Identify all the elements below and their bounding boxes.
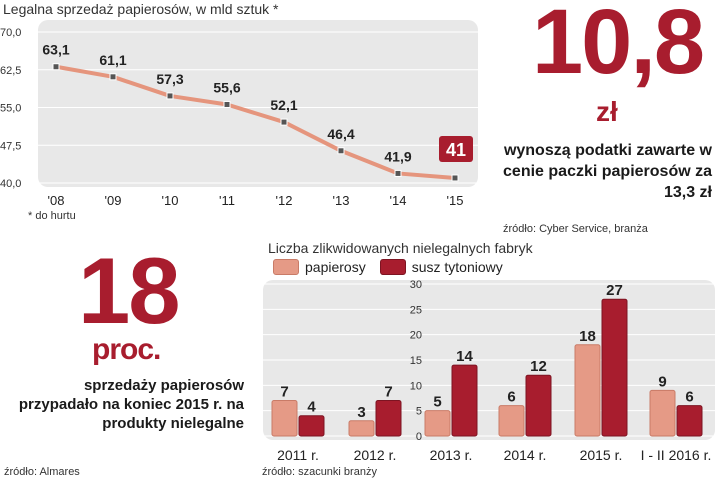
data-label: 52,1 bbox=[270, 97, 297, 113]
data-label: 41 bbox=[446, 140, 466, 160]
y-tick-label: 10 bbox=[410, 380, 422, 392]
bar-susz bbox=[298, 415, 325, 437]
bar-papierosy bbox=[424, 410, 451, 437]
bar-chart-title: Liczba zlikwidowanych nielegalnych fabry… bbox=[268, 240, 533, 256]
highlight-label-box bbox=[439, 135, 473, 162]
y-tick-label: 0 bbox=[416, 431, 422, 443]
line-chart-title: Legalna sprzedaż papierosów, w mld sztuk… bbox=[3, 1, 279, 17]
bar-value-label: 18 bbox=[579, 328, 596, 345]
x-tick-label: '13 bbox=[333, 193, 350, 208]
line-chart-note: * do hurtu bbox=[28, 210, 76, 222]
data-point bbox=[109, 73, 117, 81]
x-tick-label: '12 bbox=[276, 193, 293, 208]
tax-description: wynoszą podatki zawarte w cenie paczki p… bbox=[503, 142, 712, 201]
bar-susz bbox=[601, 298, 628, 437]
data-point bbox=[223, 100, 231, 108]
tax-source: źródło: Cyber Service, branża bbox=[503, 223, 648, 235]
bar-susz bbox=[375, 400, 402, 437]
data-point bbox=[337, 147, 345, 155]
x-tick-label: '09 bbox=[105, 193, 122, 208]
bar-chart-source: źródło: szacunki branży bbox=[262, 466, 377, 478]
y-tick-label: 30 bbox=[410, 279, 422, 291]
illegal-share-description: sprzedaży papierosów przypadało na konie… bbox=[18, 377, 244, 432]
bar-value-label: 5 bbox=[433, 394, 441, 411]
bar-value-label: 14 bbox=[456, 348, 473, 365]
y-tick-label: 40,0 bbox=[0, 178, 21, 190]
x-tick-label: '15 bbox=[447, 193, 464, 208]
x-tick-label: 2014 r. bbox=[504, 447, 547, 463]
bar-value-label: 4 bbox=[307, 399, 316, 416]
bar-value-label: 3 bbox=[357, 404, 365, 421]
data-label: 41,9 bbox=[384, 148, 411, 164]
bar-value-label: 27 bbox=[606, 282, 623, 299]
y-tick-label: 20 bbox=[410, 330, 422, 342]
bar-susz bbox=[451, 364, 478, 437]
data-label: 61,1 bbox=[99, 52, 126, 68]
y-tick-label: 15 bbox=[410, 355, 422, 367]
data-point bbox=[280, 118, 288, 126]
bar-chart-legend: papierosy susz tytoniowy bbox=[273, 259, 503, 275]
bar-papierosy bbox=[348, 420, 375, 437]
y-tick-label: 5 bbox=[416, 406, 422, 418]
bar-value-label: 12 bbox=[530, 358, 547, 375]
x-tick-label: '11 bbox=[219, 193, 235, 208]
legend-swatch-susz bbox=[379, 259, 406, 275]
y-tick-label: 47,5 bbox=[0, 140, 21, 152]
y-tick-label: 55,0 bbox=[0, 103, 21, 115]
data-label: 46,4 bbox=[327, 126, 354, 142]
bar-chart: 0 5 10 15 20 25 30 7 4 2011 r. 3 7 2012 r. 5 14 2013 r.… bbox=[263, 279, 715, 463]
bar-value-label: 7 bbox=[384, 384, 392, 401]
x-tick-label: 2015 r. bbox=[580, 447, 623, 463]
x-tick-label: 2013 r. bbox=[430, 447, 473, 463]
data-point bbox=[394, 169, 402, 177]
bar-susz bbox=[525, 374, 552, 437]
data-label: 55,6 bbox=[213, 79, 240, 95]
bar-papierosy bbox=[574, 344, 601, 437]
x-tick-label: '10 bbox=[162, 193, 179, 208]
legend-swatch-papierosy bbox=[273, 259, 299, 275]
legend-label-papierosy: papierosy bbox=[305, 259, 366, 275]
x-tick-label: 2011 r. bbox=[277, 447, 319, 463]
bar-value-label: 6 bbox=[685, 389, 693, 406]
bar-value-label: 9 bbox=[658, 373, 666, 390]
tax-unit: zł bbox=[596, 96, 618, 127]
x-tick-label: I - II 2016 r. bbox=[641, 447, 712, 463]
data-point bbox=[52, 63, 60, 71]
line-chart-panel bbox=[38, 20, 478, 187]
bar-papierosy bbox=[271, 400, 298, 437]
x-tick-label: '08 bbox=[48, 193, 65, 208]
tax-value: 10,8 bbox=[532, 0, 705, 93]
data-label: 57,3 bbox=[156, 71, 183, 87]
illegal-share-source: źródło: Almares bbox=[4, 466, 80, 478]
y-tick-label: 25 bbox=[410, 304, 422, 316]
bar-susz bbox=[676, 405, 703, 437]
data-point bbox=[451, 174, 459, 182]
x-tick-label: '14 bbox=[390, 193, 407, 208]
bar-papierosy bbox=[649, 389, 676, 437]
y-tick-label: 62,5 bbox=[0, 65, 21, 77]
bar-papierosy bbox=[498, 405, 525, 437]
bar-value-label: 6 bbox=[507, 389, 515, 406]
illegal-share-unit: proc. bbox=[92, 333, 161, 366]
data-label: 63,1 bbox=[42, 42, 69, 58]
bar-value-label: 7 bbox=[280, 384, 288, 401]
data-point bbox=[166, 92, 174, 100]
line-chart: 40,0 47,5 55,0 62,5 70,0 '08 '09 '10 '11 '12 '13 '1… bbox=[0, 20, 478, 208]
x-tick-label: 2012 r. bbox=[354, 447, 397, 463]
series-line bbox=[55, 64, 456, 180]
legend-label-susz: susz tytoniowy bbox=[411, 259, 503, 275]
y-tick-label: 70,0 bbox=[0, 27, 21, 39]
illegal-share-value: 18 bbox=[78, 238, 181, 343]
